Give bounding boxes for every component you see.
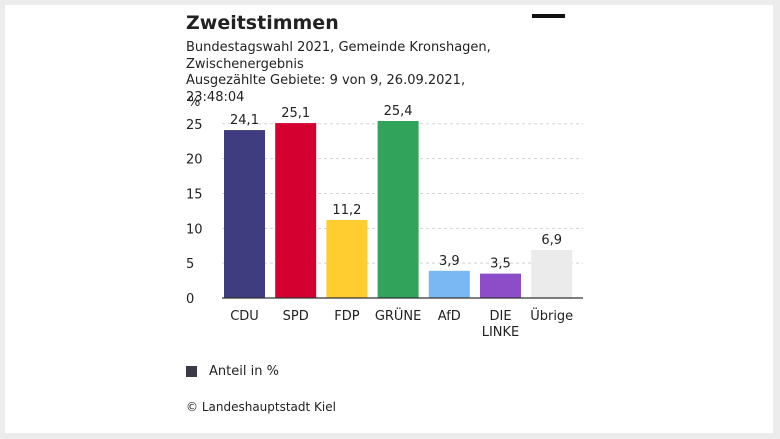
x-tick-label: SPD: [283, 309, 309, 324]
y-tick-label: 0: [186, 292, 194, 307]
bar: [326, 219, 368, 298]
subtitle-line-1: Bundestagswahl 2021, Gemeinde Kronshagen…: [186, 40, 491, 55]
data-label: 25,1: [281, 106, 310, 121]
chart-title: Zweitstimmen: [186, 12, 339, 34]
data-label: 24,1: [230, 113, 259, 128]
legend-swatch: [186, 366, 197, 377]
y-tick-label: 10: [186, 222, 203, 237]
data-label: 25,4: [384, 104, 413, 119]
bar: [428, 270, 470, 298]
y-tick-label: 20: [186, 153, 203, 168]
data-label: 3,9: [439, 254, 460, 269]
data-label: 6,9: [541, 233, 562, 248]
legend-label: Anteil in %: [209, 364, 279, 379]
x-tick-label: GRÜNE: [375, 307, 422, 324]
x-tick-label: CDU: [230, 309, 259, 324]
y-tick-label: 15: [186, 187, 203, 202]
bar: [480, 273, 521, 298]
x-tick-label: AfD: [438, 309, 461, 324]
x-tick-label: DIE: [489, 309, 511, 324]
x-tick-label: FDP: [334, 309, 359, 324]
bar-chart: % 0 5 10 15 20 25 24,1 CDU 25,1 SPD 11,2 FDP 25,4 GRÜN…: [186, 95, 583, 340]
x-tick-label: Übrige: [530, 307, 573, 324]
bar: [275, 123, 317, 299]
y-tick-label: 5: [186, 257, 194, 272]
subtitle-line-3: Ausgezählte Gebiete: 9 von 9, 26.09.2021…: [186, 73, 466, 105]
menu-icon[interactable]: [532, 14, 565, 18]
y-tick-label: 25: [186, 118, 203, 133]
chart-subtitle: Bundestagswahl 2021, Gemeinde Kronshagen…: [186, 40, 526, 106]
bar: [531, 249, 573, 298]
x-tick-label: LINKE: [482, 325, 520, 340]
credit-text: © Landeshauptstadt Kiel: [186, 400, 336, 414]
data-label: 11,2: [332, 203, 361, 218]
bar: [224, 130, 265, 298]
legend: Anteil in %: [186, 364, 279, 379]
subtitle-line-2: Zwischenergebnis: [186, 56, 304, 72]
bar: [377, 121, 419, 298]
y-axis-label: %: [188, 95, 200, 110]
data-label: 3,5: [490, 257, 511, 272]
